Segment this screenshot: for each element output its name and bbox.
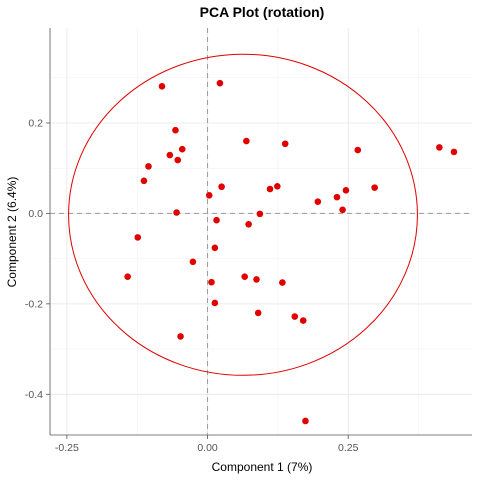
data-point [342, 187, 350, 194]
data-point [172, 126, 179, 134]
data-point [302, 417, 309, 425]
y-tick-label: 0.2 [28, 117, 43, 129]
y-tick-label: -0.4 [25, 389, 43, 401]
y-tick-label: -0.2 [25, 298, 43, 310]
data-point [253, 276, 260, 283]
data-point [145, 163, 152, 170]
zero-lines [50, 28, 472, 435]
data-point [216, 79, 224, 87]
data-point [450, 148, 458, 156]
x-tick-label: -0.25 [55, 442, 79, 454]
data-point [134, 234, 142, 241]
data-point [158, 83, 166, 90]
data-point [178, 145, 186, 153]
data-point [371, 184, 378, 191]
axes: -0.25 0.00 0.25 -0.4 -0.2 0.0 0.2 [25, 28, 472, 454]
data-point [208, 278, 215, 286]
data-point [140, 177, 148, 185]
data-point [274, 182, 281, 190]
data-point [279, 279, 286, 286]
correlation-circle [68, 53, 418, 376]
data-point [256, 210, 264, 218]
data-point [314, 198, 322, 205]
data-point [299, 317, 307, 324]
data-point [436, 144, 443, 151]
x-tick-label: 0.00 [197, 442, 218, 454]
data-point [245, 220, 252, 228]
x-axis-label: Component 1 (7%) [212, 460, 313, 474]
data-point [166, 151, 174, 159]
data-point [174, 156, 182, 164]
correlation-circle-layer [68, 53, 418, 376]
data-point [211, 244, 219, 252]
y-tick-label: 0.0 [28, 208, 43, 220]
data-point [218, 183, 225, 191]
data-point [281, 140, 289, 148]
data-point [189, 258, 197, 266]
data-point [266, 185, 274, 193]
data-point [205, 192, 213, 199]
data-point [177, 333, 184, 340]
grid [50, 28, 472, 435]
data-points [124, 79, 458, 425]
data-point [241, 273, 248, 281]
data-point [213, 216, 220, 224]
data-point [124, 273, 131, 281]
chart-title: PCA Plot (rotation) [200, 4, 325, 20]
x-tick-label: 0.25 [338, 442, 359, 454]
data-point [333, 193, 341, 201]
data-point [354, 146, 362, 154]
y-axis-label: Component 2 (6.4%) [5, 177, 19, 288]
data-point [339, 206, 346, 214]
data-point [254, 309, 262, 317]
data-point [291, 313, 299, 320]
data-point [173, 209, 180, 216]
data-point [243, 137, 250, 145]
data-point [211, 299, 219, 307]
